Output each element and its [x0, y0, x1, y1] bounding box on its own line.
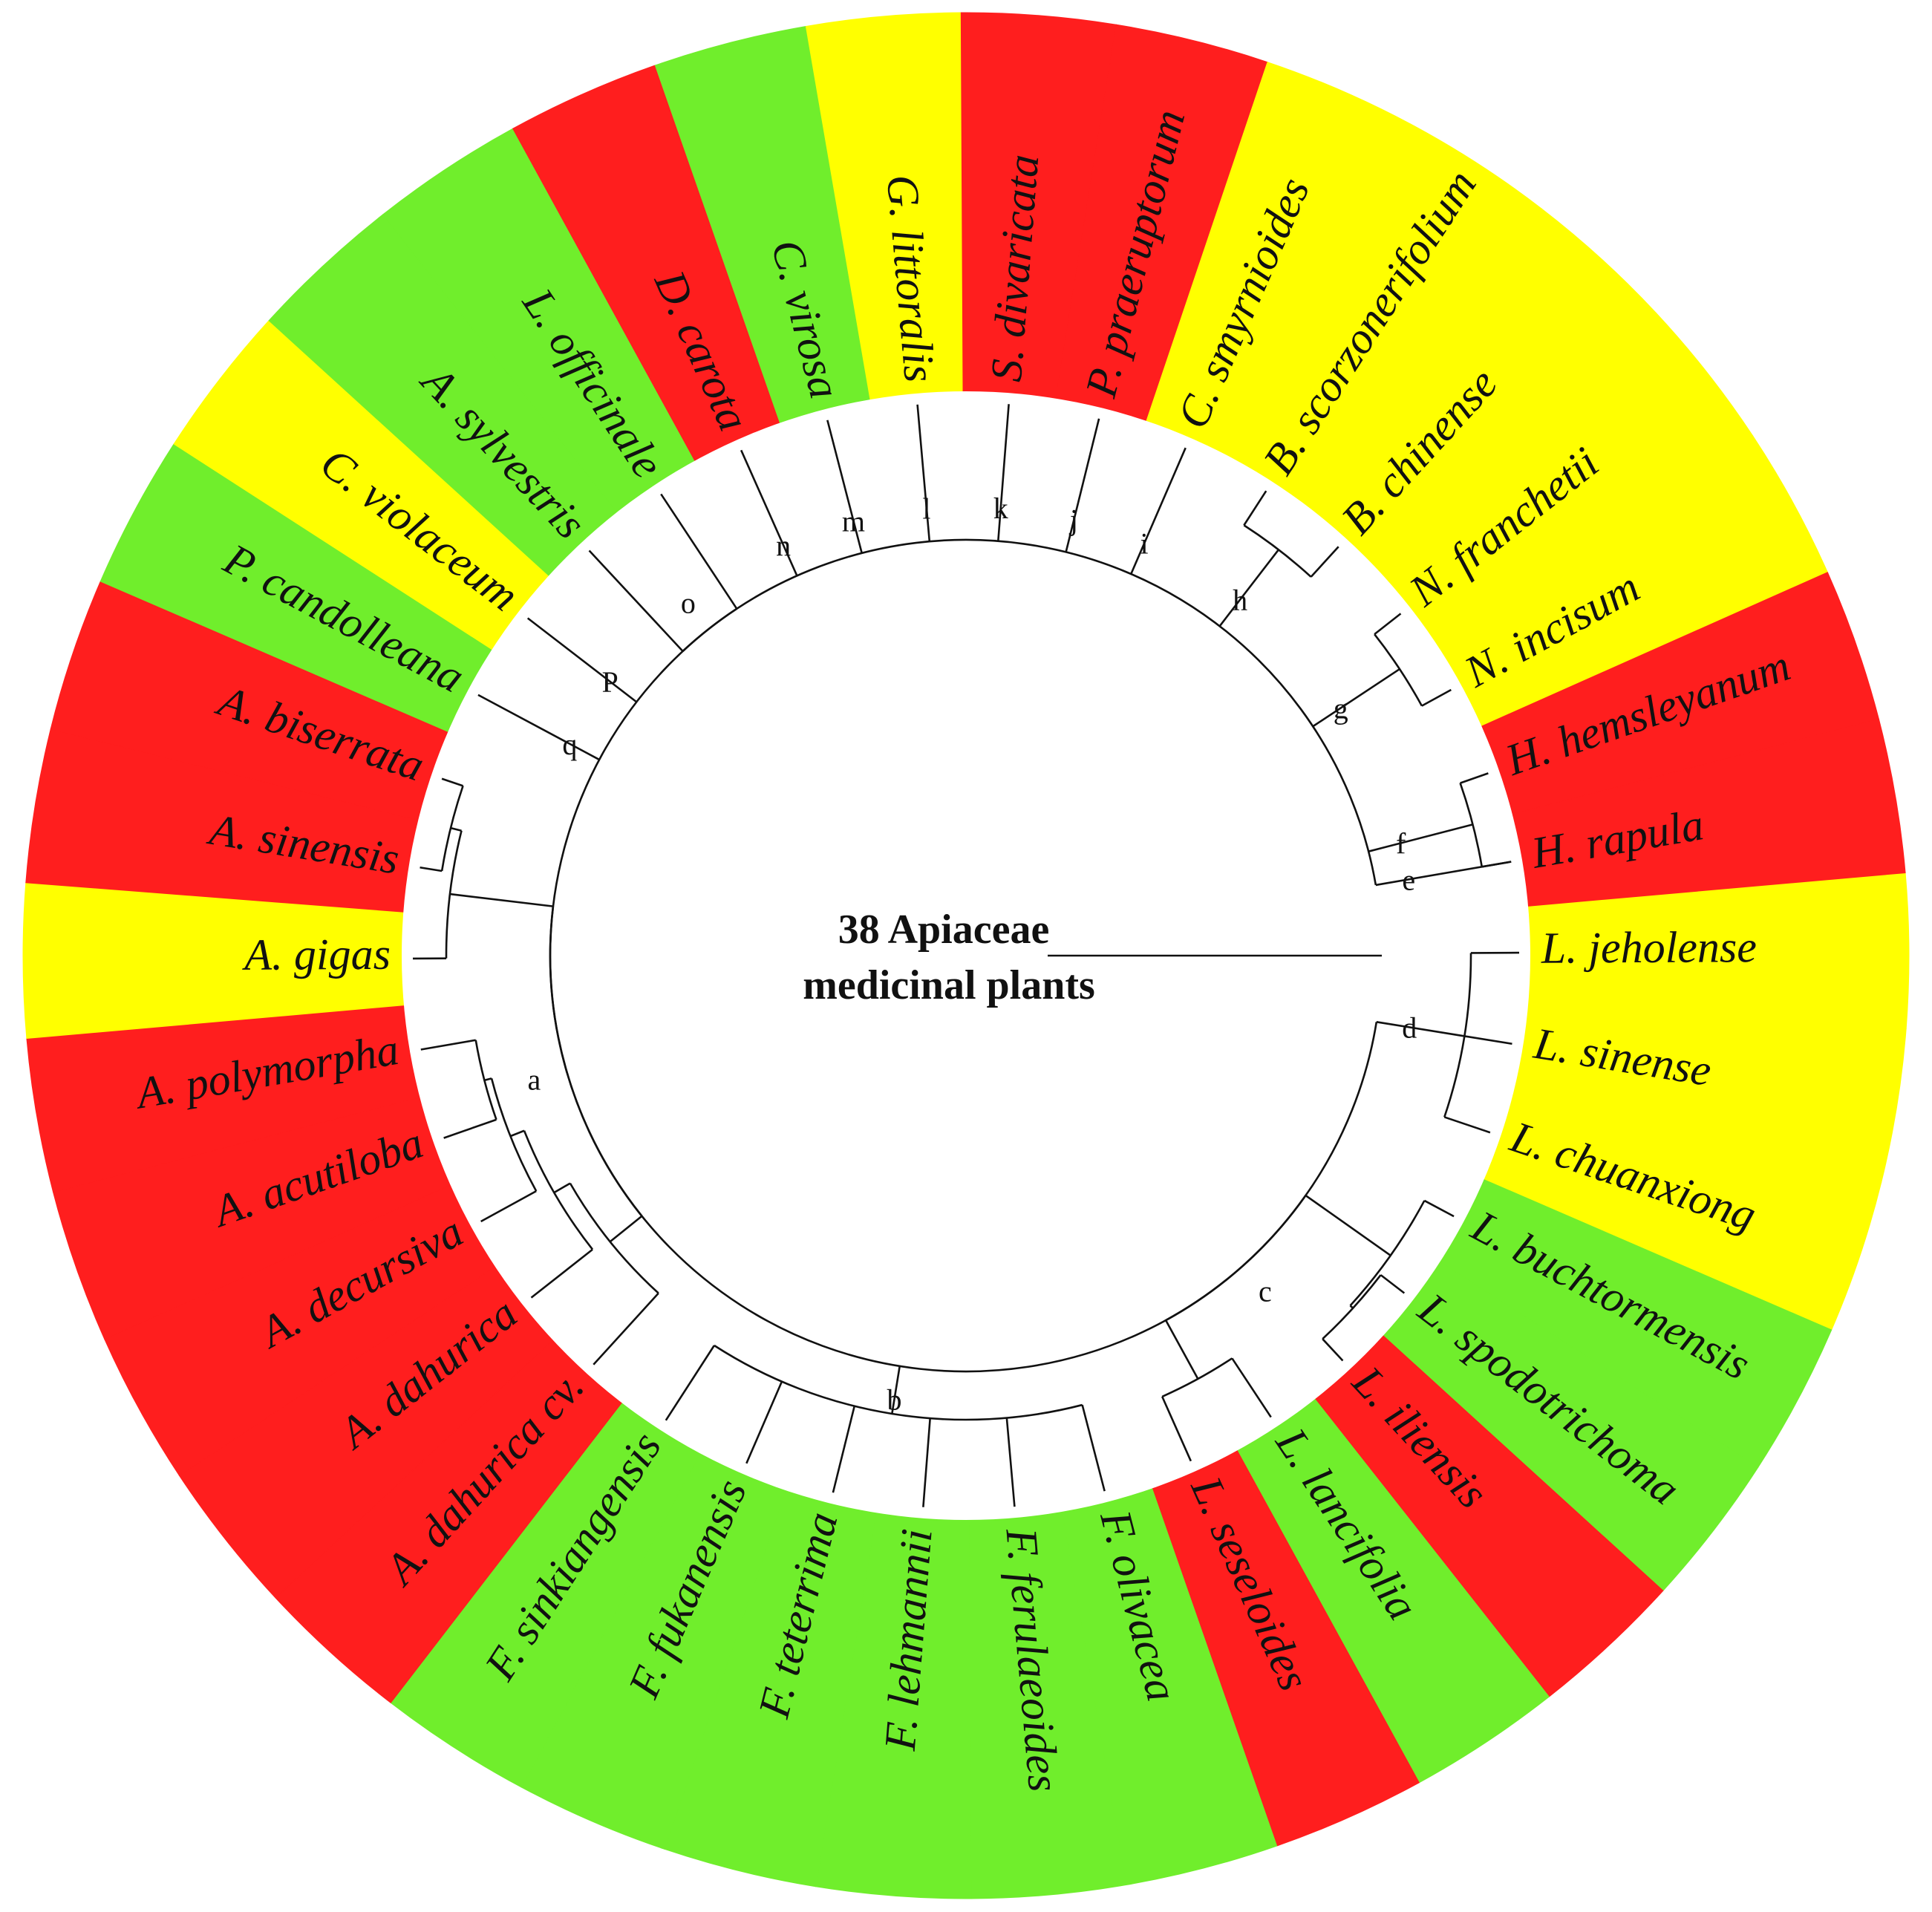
leaf-branch — [1375, 861, 1512, 887]
internal-branch — [450, 826, 462, 832]
clade-arc — [1322, 1274, 1382, 1340]
leaf-branch — [832, 1406, 856, 1493]
leaf-branch — [530, 1248, 593, 1299]
node-label-j: j — [1068, 503, 1078, 537]
node-label-h: h — [1233, 584, 1247, 617]
node-label-a: a — [528, 1063, 541, 1097]
leaf-branch — [526, 617, 638, 703]
internal-branch — [1164, 1319, 1199, 1380]
leaf-branch — [740, 449, 798, 576]
internal-branch — [553, 1182, 571, 1194]
internal-branch — [1305, 1194, 1391, 1256]
leaf-branch — [916, 404, 931, 542]
leaf-branch — [1161, 1396, 1192, 1462]
clade-arc — [490, 1078, 538, 1192]
inner-disc — [402, 391, 1530, 1520]
node-label-n: n — [776, 529, 791, 562]
leaf-branch — [1443, 1116, 1491, 1134]
leaf-branch — [420, 1039, 476, 1051]
node-label-l: l — [922, 492, 930, 525]
leaf-branch — [1460, 772, 1489, 784]
internal-branch — [891, 1366, 901, 1415]
internal-branch — [1218, 549, 1279, 627]
leaf-branch — [826, 420, 863, 554]
species-label: L. jeholense — [1541, 922, 1757, 973]
leaf-branch — [997, 404, 1010, 541]
node-label-k: k — [993, 492, 1008, 525]
leaf-branch — [1374, 613, 1402, 636]
center-title-line-1: 38 Apiaceae — [838, 907, 1050, 953]
clade-arc — [440, 785, 464, 872]
internal-branch — [609, 1215, 643, 1243]
clade-arc — [569, 1182, 659, 1294]
leaf-branch — [588, 549, 684, 652]
leaf-branch — [1464, 1035, 1512, 1045]
clade-arc — [1349, 1200, 1426, 1307]
leaf-branch — [1065, 418, 1100, 552]
leaf-branch — [443, 1118, 497, 1139]
internal-branch — [1376, 1020, 1465, 1037]
clade-arc — [1243, 524, 1312, 578]
leaf-branch — [1423, 1199, 1455, 1218]
clade-arc — [714, 1344, 1083, 1421]
leaf-branch — [1130, 447, 1187, 575]
node-label-q: q — [562, 728, 577, 761]
leaf-branch — [1380, 1274, 1406, 1294]
internal-branch — [1312, 668, 1400, 728]
node-label-o: o — [681, 587, 696, 620]
leaf-branch — [441, 777, 463, 787]
leaf-branch — [477, 694, 600, 761]
leaf-branch — [1081, 1404, 1106, 1492]
color-ring — [22, 12, 1910, 1899]
internal-branch — [1368, 823, 1473, 852]
root-arc — [549, 538, 1378, 1373]
leaf-branch — [420, 866, 443, 872]
leaf-branch — [1310, 546, 1339, 578]
clade-arc — [1374, 633, 1423, 707]
node-label-p: P — [602, 665, 619, 699]
center-title: 38 Apiaceae medicinal plants — [803, 907, 1095, 1008]
node-labels: d c b a qPo n m l k j i h g fe — [528, 492, 1417, 1416]
internal-branch — [449, 893, 554, 907]
leaf-branch — [1005, 1417, 1016, 1507]
species-label: A. gigas — [241, 930, 391, 979]
clade-arc — [523, 1130, 594, 1250]
clade-arc — [1459, 783, 1484, 867]
leaf-branch — [480, 1190, 537, 1223]
leaf-branch — [1322, 1338, 1344, 1362]
leaf-branch — [660, 493, 738, 610]
node-label-c: c — [1259, 1274, 1272, 1308]
leaf-branch — [745, 1381, 783, 1464]
tree-branches — [413, 404, 1519, 1507]
leaf-branch — [665, 1345, 715, 1421]
leaf-branch — [1243, 490, 1267, 526]
leaf-branch — [1421, 688, 1452, 707]
clade-arc — [445, 830, 463, 959]
internal-branch — [484, 1077, 492, 1082]
clade-arc — [474, 1040, 497, 1120]
node-label-e: e — [1402, 863, 1415, 896]
node-label-d: d — [1402, 1011, 1417, 1044]
center-title-line-2: medicinal plants — [803, 962, 1095, 1008]
node-label-g: g — [1334, 691, 1348, 725]
leaf-branch — [593, 1292, 659, 1366]
leaf-branch — [1231, 1357, 1272, 1418]
clade-arc — [1161, 1357, 1233, 1398]
internal-branch — [509, 1129, 525, 1138]
node-label-f: f — [1396, 826, 1406, 860]
node-label-i: i — [1140, 527, 1149, 561]
clade-arc — [1443, 953, 1472, 1117]
leaf-branch — [922, 1418, 931, 1507]
node-label-b: b — [887, 1383, 902, 1416]
node-label-m: m — [842, 504, 865, 538]
